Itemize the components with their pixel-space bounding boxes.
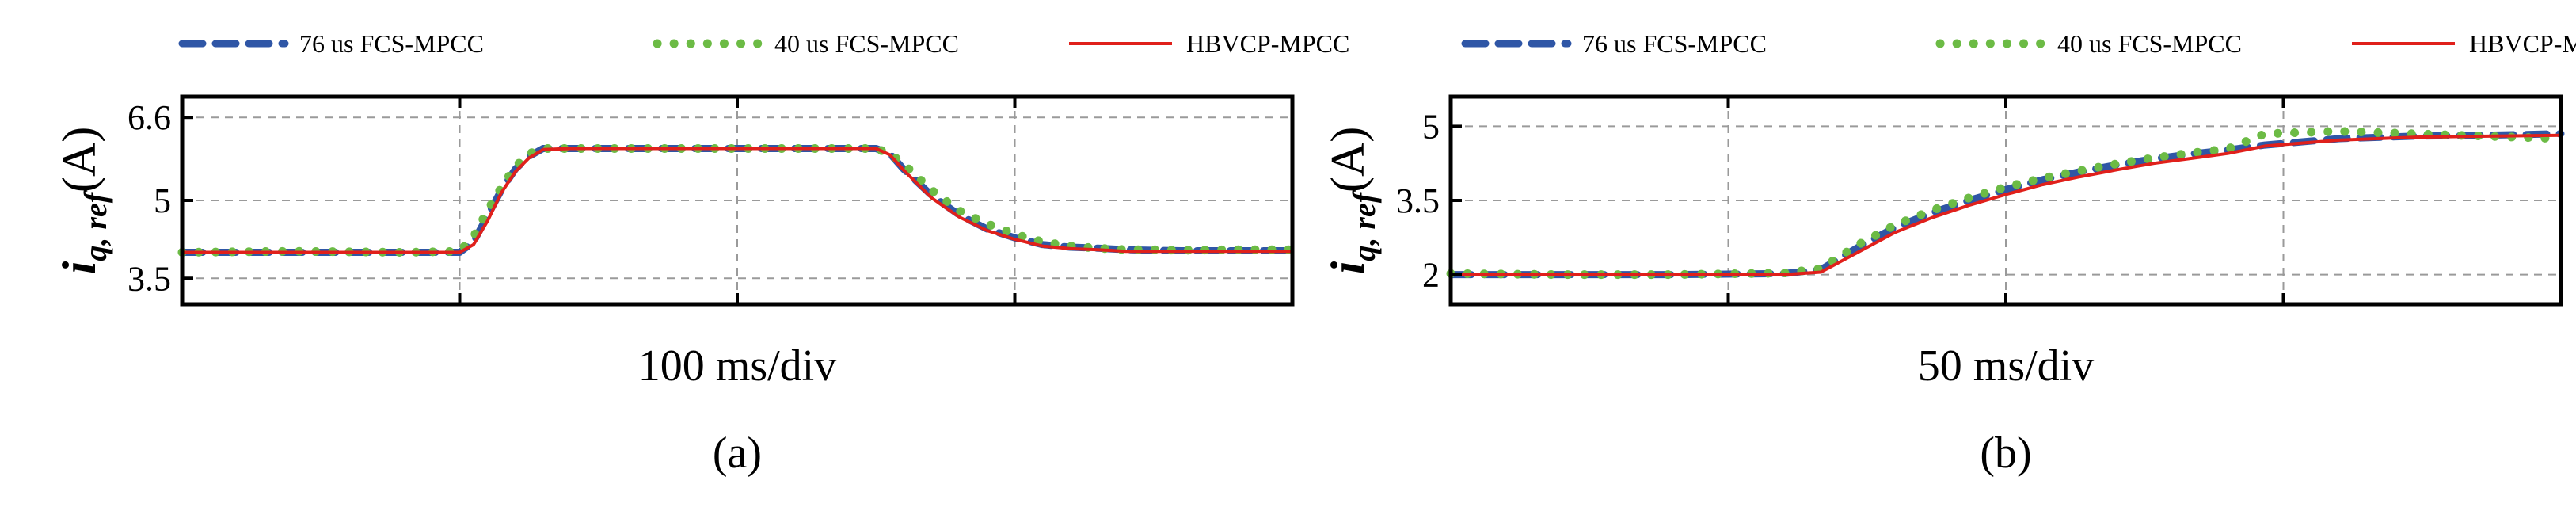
legend-label: 76 us FCS-MPCC <box>299 29 484 58</box>
chart-panel-b: 76 us FCS-MPCC 40 us FCS-MPCC HBVCP-MPCC 2 3… <box>1322 29 2576 478</box>
x-axis-label: 50 ms/div <box>1918 341 2094 391</box>
series-line-hbvcp-mpcc <box>1451 133 2562 276</box>
legend-label: 40 us FCS-MPCC <box>2057 29 2242 58</box>
y-tick-label: 2 <box>1422 256 1440 295</box>
y-tick-label: 5 <box>1422 107 1440 146</box>
legend-label: 76 us FCS-MPCC <box>1582 29 1767 58</box>
legend-label: 40 us FCS-MPCC <box>774 29 959 58</box>
x-axis-label: 100 ms/div <box>638 341 836 391</box>
series-line-hbvcp-mpcc <box>182 147 1292 254</box>
y-tick-label: 3.5 <box>127 259 171 298</box>
legend: 76 us FCS-MPCC 40 us FCS-MPCC HBVCP-MPCC <box>1461 29 2576 58</box>
panel-label: (a) <box>713 429 762 478</box>
y-tick-label: 6.6 <box>127 98 171 137</box>
series-line-40-us-fcs-mpcc <box>1446 127 2566 280</box>
y-tick-label: 5 <box>154 181 171 220</box>
legend-label: HBVCP-MPCC <box>1186 29 1349 58</box>
y-tick-label: 3.5 <box>1396 181 1440 220</box>
y-axis-label: iq, ref(A) <box>53 127 113 275</box>
legend-label: HBVCP-MPCC <box>2469 29 2576 58</box>
chart-panel-a: 76 us FCS-MPCC 40 us FCS-MPCC HBVCP-MPCC 3.… <box>53 29 1349 478</box>
panel-label: (b) <box>1980 429 2031 478</box>
legend: 76 us FCS-MPCC 40 us FCS-MPCC HBVCP-MPCC <box>178 29 1349 58</box>
y-axis-label: iq, ref(A) <box>1322 127 1382 275</box>
